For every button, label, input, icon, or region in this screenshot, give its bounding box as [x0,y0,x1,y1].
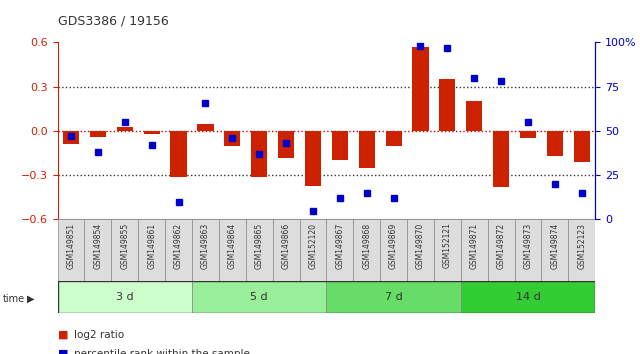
Bar [197,124,214,131]
Bar [385,131,402,146]
Bar [541,219,568,281]
Text: GSM149851: GSM149851 [67,223,76,269]
Bar [192,219,219,281]
Bar [412,47,429,131]
Bar [246,219,273,281]
Bar [63,131,79,144]
Bar [219,219,246,281]
Bar [358,131,375,168]
Bar [568,219,595,281]
Bar [353,219,380,281]
Text: GSM149854: GSM149854 [93,223,102,269]
Bar [493,131,509,187]
Text: ■: ■ [58,330,68,339]
Text: GSM149873: GSM149873 [524,223,532,269]
Text: 7 d: 7 d [385,292,403,302]
Text: GSM149861: GSM149861 [147,223,156,269]
Bar [573,131,590,162]
Text: GSM149874: GSM149874 [550,223,559,269]
Bar [84,219,111,281]
Text: GSM149863: GSM149863 [201,223,210,269]
Bar [332,131,348,160]
Text: GSM149865: GSM149865 [255,223,264,269]
Bar [439,79,456,131]
Bar [90,131,106,137]
Bar [278,131,294,158]
Bar [380,219,407,281]
Text: 5 d: 5 d [250,292,268,302]
Bar [305,131,321,185]
Bar [547,131,563,156]
Bar [138,219,165,281]
Bar [251,131,268,177]
Bar [326,219,353,281]
Text: time: time [3,294,26,304]
Bar [326,281,461,313]
Bar [111,219,138,281]
Bar [116,127,133,131]
Text: GSM149867: GSM149867 [335,223,344,269]
Bar [165,219,192,281]
Text: GSM152123: GSM152123 [577,223,586,269]
Text: GSM149866: GSM149866 [282,223,291,269]
Bar [520,131,536,138]
Text: GSM149871: GSM149871 [470,223,479,269]
Bar [58,219,84,281]
Bar [224,131,241,146]
Text: GSM149862: GSM149862 [174,223,183,269]
Text: GSM149870: GSM149870 [416,223,425,269]
Text: percentile rank within the sample: percentile rank within the sample [74,349,250,354]
Text: GSM149868: GSM149868 [362,223,371,269]
Text: GSM149864: GSM149864 [228,223,237,269]
Text: ▶: ▶ [27,293,35,303]
Bar [407,219,434,281]
Bar [170,131,187,177]
Text: GSM152120: GSM152120 [308,223,317,269]
Text: 3 d: 3 d [116,292,134,302]
Bar [461,281,595,313]
Bar [58,281,192,313]
Text: 14 d: 14 d [516,292,540,302]
Bar [192,281,326,313]
Bar [273,219,300,281]
Bar [143,131,160,134]
Bar [466,102,483,131]
Bar [434,219,461,281]
Bar [488,219,515,281]
Text: GSM149872: GSM149872 [497,223,506,269]
Bar [300,219,326,281]
Text: log2 ratio: log2 ratio [74,330,124,339]
Text: ■: ■ [58,349,68,354]
Text: GSM152121: GSM152121 [443,223,452,268]
Bar [461,219,488,281]
Text: GSM149869: GSM149869 [389,223,398,269]
Bar [515,219,541,281]
Text: GSM149855: GSM149855 [120,223,129,269]
Text: GDS3386 / 19156: GDS3386 / 19156 [58,14,168,27]
